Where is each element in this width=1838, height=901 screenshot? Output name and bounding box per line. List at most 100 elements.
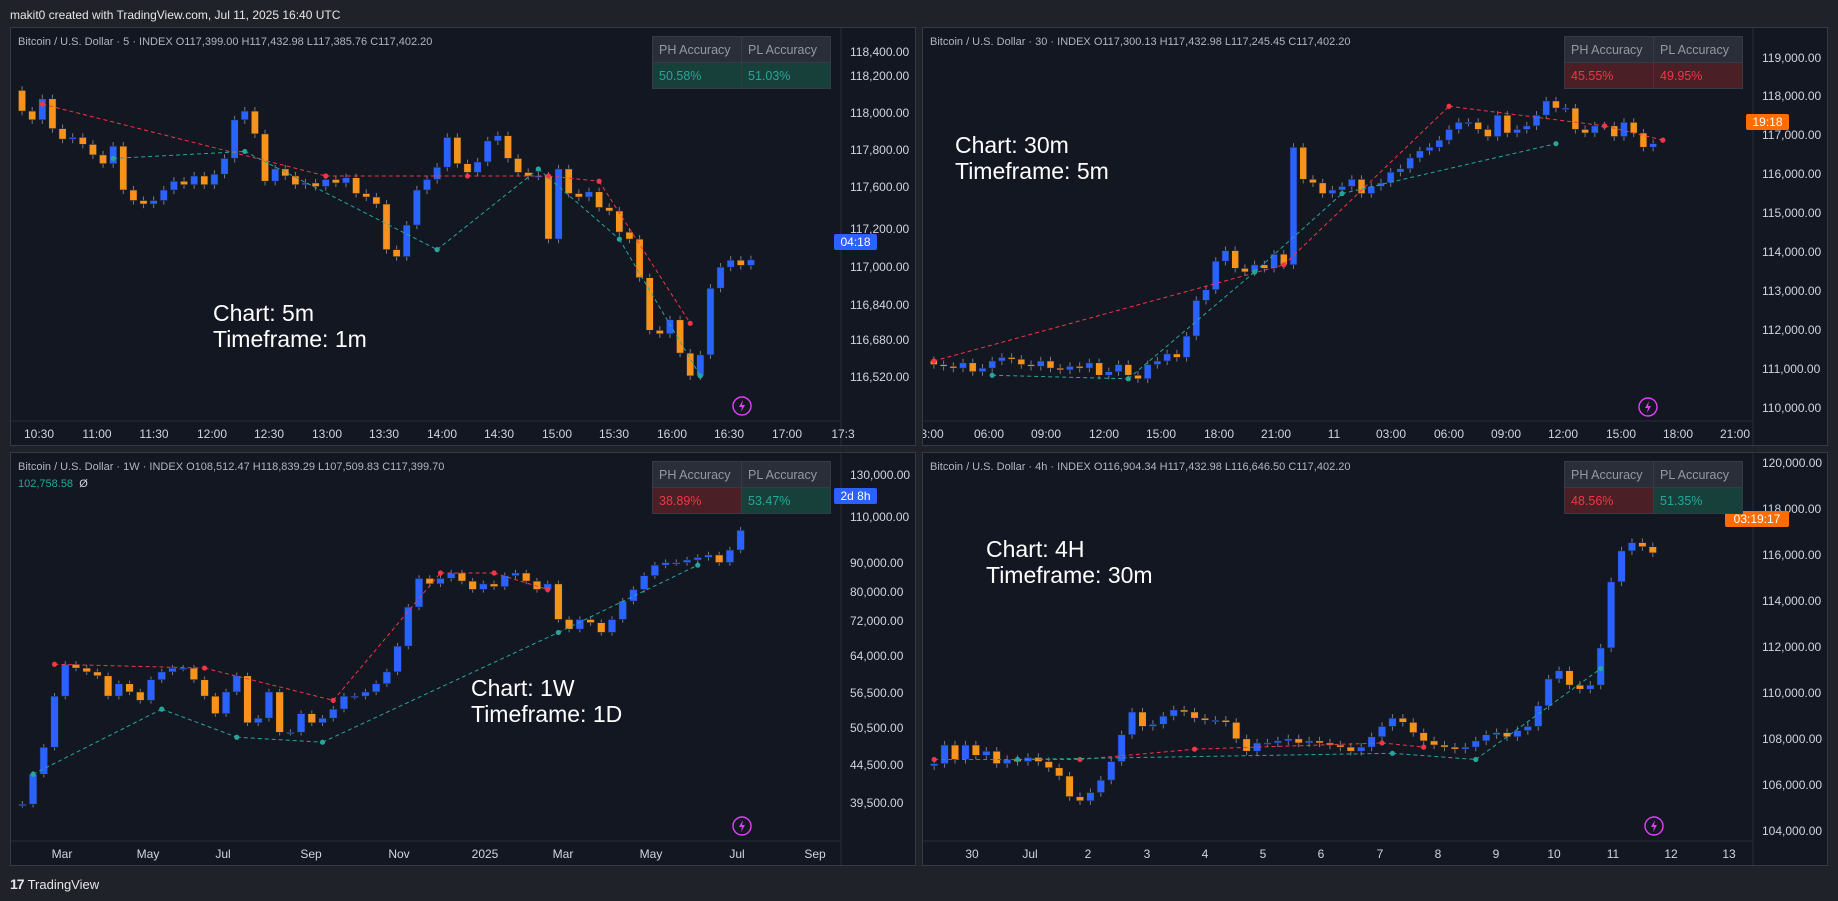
- price-tick-label: 104,000.00: [1762, 824, 1822, 838]
- candle-body: [1231, 250, 1239, 269]
- candle-body: [1454, 122, 1463, 130]
- candle-body: [1552, 100, 1560, 109]
- chart-panel-30m[interactable]: 119,000.00 118,000.00 117,000.00 116,000.00…: [922, 27, 1828, 446]
- candle-body: [532, 580, 542, 590]
- candle-body: [1128, 711, 1137, 736]
- candle-body: [404, 606, 413, 647]
- candle-body: [930, 763, 939, 767]
- candle-body: [221, 691, 231, 714]
- time-tick-label: Mar: [52, 847, 73, 861]
- candle-body: [28, 773, 38, 805]
- time-tick-label: 21:00: [1261, 427, 1291, 441]
- candle-body: [564, 619, 574, 630]
- chart-panel-5m[interactable]: 118,400.00 118,200.00 118,000.00 117,800.00…: [10, 27, 916, 446]
- candle-body: [514, 158, 523, 173]
- candle-body: [504, 135, 512, 159]
- candle-body: [666, 319, 674, 335]
- candle-body: [1315, 740, 1324, 744]
- pivot-high-line: [933, 264, 1284, 362]
- candlestick-chart[interactable]: 119,000.00 118,000.00 117,000.00 116,000.00…: [923, 28, 1828, 446]
- candle-body: [1377, 182, 1385, 187]
- candle-body: [1357, 179, 1366, 194]
- pivot-high-line: [1448, 105, 1605, 127]
- candle-body: [271, 168, 280, 182]
- price-tick-label: 108,000.00: [1762, 732, 1822, 746]
- time-tick-label: 3:00: [923, 427, 944, 441]
- candle-body: [489, 583, 499, 587]
- candle-body: [109, 145, 118, 164]
- pivot-low-marker: [535, 166, 541, 172]
- candle-body: [1148, 724, 1157, 727]
- price-tick-label: 117,800.00: [850, 143, 909, 157]
- last-price-label-bg: [1725, 511, 1789, 527]
- candle-body: [1544, 678, 1553, 707]
- candle-body: [1493, 114, 1502, 137]
- price-tick-label: 114,000.00: [1762, 245, 1821, 259]
- candle-body: [1649, 143, 1657, 148]
- price-tick-label: 111,000.00: [1762, 362, 1821, 376]
- candle-body: [200, 679, 209, 697]
- pivot-low-marker: [1553, 141, 1559, 147]
- time-tick-label: 8: [1435, 847, 1442, 861]
- candle-body: [275, 691, 284, 733]
- candle-body: [1357, 746, 1366, 752]
- last-price-label: 2d 8h: [840, 489, 870, 503]
- chart-panel-4h[interactable]: 120,000.00 118,000.00 116,000.00 114,000.00…: [922, 452, 1828, 866]
- candle-body: [1386, 171, 1395, 184]
- candle-body: [1367, 186, 1376, 194]
- candle-body: [1270, 253, 1278, 269]
- time-tick-label: 16:30: [714, 427, 744, 441]
- pivot-low-marker: [30, 771, 36, 777]
- time-tick-label: 2025: [472, 847, 499, 861]
- ph-accuracy-value: 48.56%: [1564, 487, 1654, 514]
- last-price-label: 19:18: [1752, 115, 1782, 129]
- candle-body: [58, 128, 67, 140]
- ph-accuracy-label: PH Accuracy: [652, 36, 742, 63]
- candle-body: [1163, 353, 1171, 362]
- candle-body: [88, 144, 97, 156]
- candlestick-chart[interactable]: 120,000.00118,000.00116,000.00114,000.00…: [923, 453, 1828, 866]
- lightning-bolt-icon: [1645, 401, 1651, 413]
- candle-body: [99, 154, 107, 164]
- candlestick-chart[interactable]: 130,000.00 110,000.00 90,000.00 80,000.00 72…: [11, 453, 916, 866]
- time-tick-label: 15:00: [1606, 427, 1636, 441]
- pivot-low-marker: [319, 739, 326, 745]
- pivot-high-marker: [491, 570, 497, 576]
- candle-body: [1416, 150, 1424, 159]
- candle-body: [998, 357, 1006, 362]
- candlestick-chart[interactable]: 118,400.00 118,200.00 118,000.00 117,800.00…: [11, 28, 916, 446]
- pivot-low-line: [1017, 752, 1393, 760]
- candle-body: [585, 191, 593, 198]
- candle-body: [1445, 129, 1453, 141]
- candle-body: [1242, 738, 1251, 752]
- pivot-low-line: [1392, 752, 1476, 760]
- candle-body: [1571, 107, 1580, 130]
- candle-body: [393, 645, 402, 673]
- candle-body: [243, 675, 252, 724]
- candle-body: [1182, 335, 1191, 358]
- candle-body: [1581, 129, 1589, 134]
- price-tick-label: 112,000.00: [1762, 323, 1821, 337]
- candle-body: [1513, 129, 1521, 134]
- time-tick-label: 06:00: [974, 427, 1004, 441]
- candle-body: [1502, 732, 1512, 738]
- candle-body: [157, 671, 166, 681]
- chart-panel-1w[interactable]: 130,000.00 110,000.00 90,000.00 80,000.00 72…: [10, 452, 916, 866]
- pivot-low-line: [1127, 271, 1255, 380]
- price-tick-label: 118,000.00: [1762, 89, 1821, 103]
- candle-body: [78, 137, 87, 145]
- tradingview-footer[interactable]: 17 TradingView: [10, 876, 99, 892]
- candle-body: [1284, 738, 1293, 742]
- candle-body: [1620, 122, 1628, 137]
- pivot-low-marker: [434, 247, 440, 253]
- candle-body: [1202, 289, 1210, 301]
- pivot-low-line: [322, 632, 559, 743]
- candle-body: [725, 549, 735, 563]
- candle-body: [961, 744, 970, 760]
- chart-annotation: Chart: 5m Timeframe: 1m: [213, 300, 367, 352]
- last-price-label-bg: [834, 488, 877, 504]
- candle-body: [554, 168, 563, 240]
- candle-body: [457, 572, 467, 582]
- candle-body: [672, 562, 681, 565]
- pivot-high-marker: [464, 173, 471, 179]
